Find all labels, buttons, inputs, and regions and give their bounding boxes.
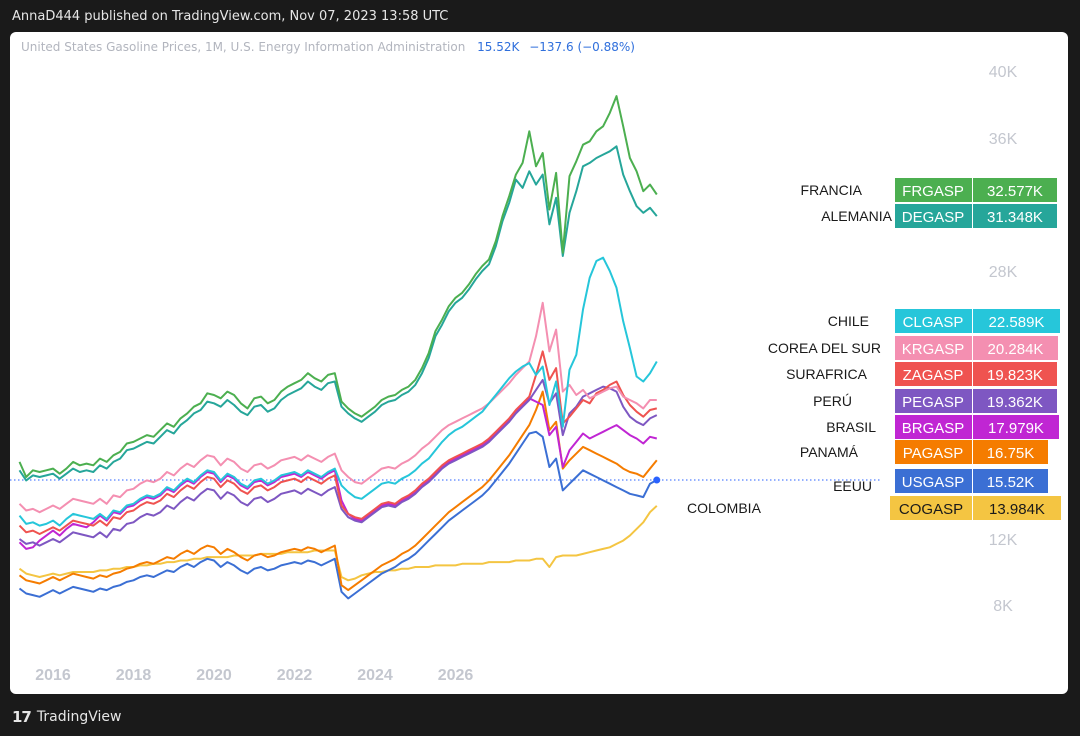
country-label: EEUU — [833, 478, 872, 494]
x-tick-label: 2026 — [438, 667, 474, 684]
country-label: BRASIL — [826, 419, 876, 435]
country-label: COREA DEL SUR — [768, 340, 881, 356]
ticker-label: BRGASP — [902, 420, 965, 437]
ticker-badge — [895, 309, 972, 333]
value-label: 16.75K — [987, 445, 1035, 462]
x-tick-label: 2018 — [116, 667, 152, 684]
y-tick-label: 28K — [989, 264, 1018, 281]
country-label: FRANCIA — [801, 182, 863, 198]
ticker-badge — [895, 204, 972, 228]
y-tick-label: 12K — [989, 532, 1018, 549]
series-line-zagasp — [18, 350, 658, 535]
series-line-krgasp — [18, 301, 657, 514]
value-badge — [973, 204, 1057, 228]
value-label: 15.52K — [987, 474, 1035, 491]
ticker-label: USGASP — [902, 474, 965, 491]
ticker-label: COGASP — [899, 501, 963, 518]
tradingview-brand: TradingView — [36, 709, 122, 725]
ticker-label: PAGASP — [903, 445, 964, 462]
value-label: 31.348K — [987, 209, 1043, 226]
value-badge — [973, 389, 1057, 413]
tradingview-logo-icon: 17 — [12, 708, 32, 726]
publish-header: AnnaD444 published on TradingView.com, N… — [12, 9, 449, 24]
ticker-badge — [895, 389, 972, 413]
x-tick-label: 2016 — [35, 667, 71, 684]
country-label: COLOMBIA — [687, 500, 762, 516]
legend-change: −137.6 (−0.88%) — [529, 40, 635, 54]
ticker-label: FRGASP — [902, 183, 964, 200]
x-tick-label: 2024 — [357, 667, 393, 684]
country-label: ALEMANIA — [821, 208, 892, 224]
ticker-badge — [895, 362, 972, 386]
value-label: 22.589K — [989, 314, 1045, 331]
country-label: PERÚ — [813, 393, 852, 409]
legend-value: 15.52K — [477, 40, 520, 54]
series-line-clgasp — [18, 256, 658, 527]
ticker-badge — [895, 336, 972, 360]
series-line-usgasp — [18, 430, 658, 600]
ticker-badge — [895, 440, 972, 464]
country-label: PANAMÁ — [800, 444, 859, 460]
series-legend[interactable]: United States Gasoline Prices, 1M, U.S. … — [21, 40, 635, 54]
value-badge — [973, 440, 1048, 464]
last-price-dot — [653, 476, 661, 484]
y-tick-label: 36K — [989, 131, 1018, 148]
series-line-pagasp — [18, 390, 658, 592]
value-badge — [973, 178, 1057, 202]
ticker-label: ZAGASP — [903, 367, 964, 384]
value-label: 19.823K — [987, 367, 1043, 384]
tradingview-footer[interactable]: 17 TradingView — [12, 708, 121, 726]
series-line-brgasp — [18, 397, 658, 550]
value-badge — [973, 496, 1061, 520]
value-label: 17.979K — [988, 420, 1044, 437]
country-label: SURAFRICA — [786, 366, 868, 382]
value-label: 13.984K — [989, 501, 1045, 518]
value-label: 20.284K — [988, 341, 1044, 358]
value-badge — [973, 362, 1057, 386]
y-tick-label: 40K — [989, 64, 1018, 81]
series-line-degasp — [18, 145, 658, 482]
ticker-label: KRGASP — [902, 341, 965, 358]
chart-panel[interactable]: United States Gasoline Prices, 1M, U.S. … — [10, 32, 1068, 694]
x-tick-label: 2022 — [277, 667, 313, 684]
x-tick-label: 2020 — [196, 667, 232, 684]
ticker-badge — [895, 415, 972, 439]
ticker-badge — [890, 496, 972, 520]
value-badge — [973, 309, 1060, 333]
value-badge — [973, 415, 1059, 439]
ticker-badge — [895, 178, 972, 202]
ticker-badge — [895, 469, 972, 493]
value-badge — [973, 469, 1048, 493]
price-chart[interactable]: 2016 2018 2020 2022 2024 2026 8K 12K 28K 36K 40K FR… — [10, 32, 1068, 694]
y-tick-label: 8K — [993, 598, 1013, 615]
ticker-label: PEGASP — [902, 394, 964, 411]
country-label: CHILE — [828, 313, 869, 329]
value-badge — [973, 336, 1058, 360]
series-line-frgasp — [18, 95, 658, 478]
value-label: 19.362K — [987, 394, 1043, 411]
legend-title: United States Gasoline Prices, 1M, U.S. … — [21, 40, 466, 54]
ticker-label: DEGASP — [902, 209, 965, 226]
ticker-label: CLGASP — [903, 314, 964, 331]
value-label: 32.577K — [987, 183, 1043, 200]
